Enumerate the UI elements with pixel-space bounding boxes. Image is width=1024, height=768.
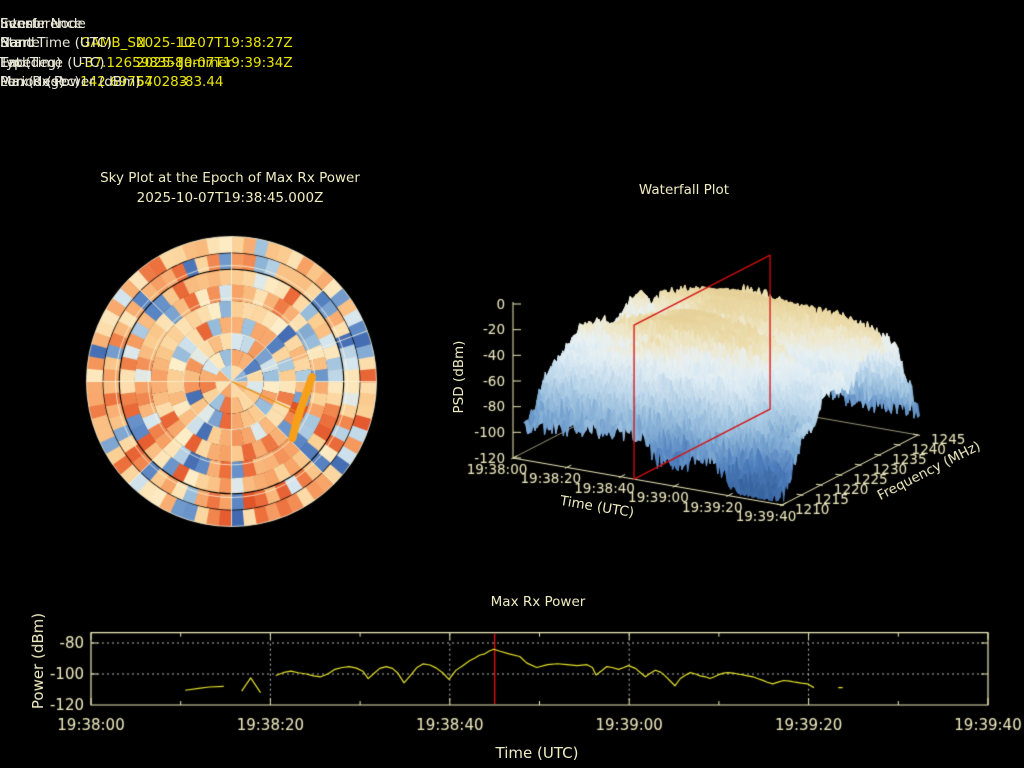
interference-type-label: Type [0,54,32,71]
sensor-name-label: Name [0,35,40,52]
interference-type-value: Jammer [180,54,233,71]
sensor-name-row: Name GAMB_SN [0,34,187,53]
interference-band-label: Band [0,35,35,52]
sensor-lon-value: 142.697540283 [80,74,188,91]
sensor-lon-row: Lon (deg) 142.697540283 [0,73,187,92]
event-end-row: End Time (UTC) 2025-10-07T19:39:34Z [0,54,293,73]
interference-title: Interference [0,16,83,32]
event-start-label: Start Time (UTC) [0,35,112,52]
event-end-label: End Time (UTC) [0,54,105,71]
interference-power-row: Max Rx Power (dBm) -83.44 [0,73,232,92]
event-period-row: Period (sec) 67 [0,73,293,92]
event-end-value: 2025-10-07T19:39:34Z [136,54,293,71]
sensor-lon-label: Lon (deg) [0,74,65,91]
interference-power-label: Max Rx Power (dBm) [0,74,141,91]
interference-column: Interference Band L2 Type Jammer Max Rx … [0,15,232,93]
event-period-label: Period (sec) [0,74,80,91]
event-start-value: 2025-10-07T19:38:27Z [136,35,293,52]
sensor-node-column: Sensor Node Name GAMB_SN Lat (deg) -37.1… [0,15,187,93]
event-column: Event Start Time (UTC) 2025-10-07T19:38:… [0,15,293,93]
interference-power-value: -83.44 [180,74,224,91]
event-start-row: Start Time (UTC) 2025-10-07T19:38:27Z [0,34,293,53]
sensor-lat-value: -37.126598358 [80,54,184,71]
interference-band-value: L2 [180,35,197,52]
interference-type-row: Type Jammer [0,54,232,73]
event-period-value: 67 [136,74,154,91]
sensor-lat-label: Lat (deg) [0,54,62,71]
interference-band-row: Band L2 [0,34,232,53]
sensor-name-value: GAMB_SN [80,35,147,52]
sensor-lat-row: Lat (deg) -37.126598358 [0,54,187,73]
sensor-node-title: Sensor Node [0,16,86,32]
event-title: Event [0,16,39,32]
